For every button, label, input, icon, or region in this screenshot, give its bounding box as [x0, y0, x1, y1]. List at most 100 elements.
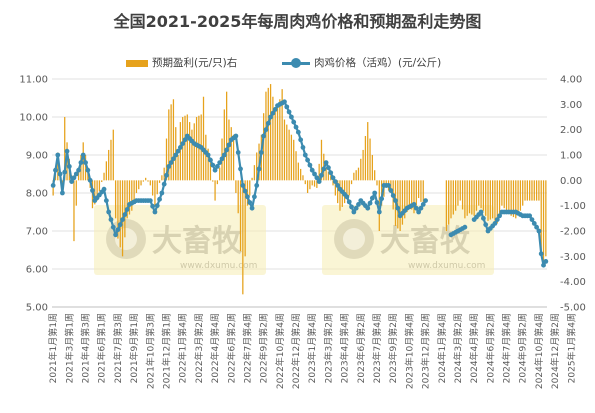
profit-bar — [119, 180, 121, 248]
x-tick-label: 2021年9月第1周 — [128, 313, 140, 383]
profit-bar — [223, 109, 225, 181]
profit-bar — [399, 180, 401, 231]
price-point — [529, 217, 535, 223]
profit-bar — [371, 155, 373, 181]
x-tick-label: 2024年9月第2周 — [517, 313, 529, 383]
profit-bar — [191, 129, 193, 181]
price-point — [413, 205, 419, 211]
profit-bar — [422, 180, 424, 206]
profit-bar — [239, 180, 242, 252]
profit-bar — [207, 148, 209, 181]
profit-bar — [147, 180, 149, 182]
profit-bar — [464, 180, 466, 219]
price-point — [180, 141, 186, 147]
price-point — [478, 209, 484, 215]
profit-bar — [522, 180, 524, 206]
profit-bar — [535, 180, 538, 201]
profit-bar — [188, 122, 191, 181]
price-point — [247, 200, 253, 205]
price-point — [480, 215, 486, 221]
x-tick-label: 2024年12月第2周 — [549, 313, 561, 389]
price-point — [492, 221, 498, 226]
profit-bar — [526, 180, 528, 201]
profit-bar — [128, 180, 131, 215]
profit-bar — [478, 180, 480, 206]
price-point — [335, 183, 341, 188]
profit-bar — [290, 134, 293, 181]
profit-bar — [417, 180, 420, 199]
price-point — [101, 186, 107, 192]
y-left-tick-label: 11.00 — [19, 75, 48, 86]
profit-bar — [545, 180, 547, 257]
price-point — [416, 209, 422, 215]
profit-bar — [295, 151, 297, 181]
price-point — [372, 190, 378, 196]
price-point — [124, 207, 130, 212]
profit-bar — [325, 167, 327, 181]
price-point — [393, 198, 398, 204]
profit-bar — [515, 180, 517, 219]
price-point — [245, 194, 250, 200]
price-point — [319, 172, 324, 178]
profit-bar — [332, 180, 334, 186]
price-point — [85, 167, 91, 173]
price-point — [293, 124, 299, 130]
profit-bar — [52, 180, 54, 196]
profit-bar — [529, 180, 531, 201]
profit-bar — [235, 180, 237, 193]
profit-bar — [498, 180, 501, 215]
price-point — [53, 167, 58, 173]
profit-bar — [508, 180, 510, 214]
price-point — [365, 205, 371, 211]
profit-bar — [369, 138, 371, 181]
price-point — [60, 190, 65, 196]
profit-bar — [304, 180, 306, 185]
price-point — [76, 167, 82, 173]
price-point — [423, 198, 428, 204]
profit-bar — [492, 180, 494, 219]
legend-label-price: 肉鸡价格（活鸡）(元/公斤) — [314, 57, 442, 69]
price-point — [390, 193, 396, 198]
profit-bar — [82, 142, 84, 181]
profit-bar — [126, 180, 128, 219]
profit-bar — [253, 165, 256, 181]
price-point — [386, 183, 391, 188]
profit-bar — [161, 175, 163, 181]
y-right-tick-label: 1.00 — [560, 151, 582, 162]
legend-line-swatch — [282, 58, 310, 68]
profit-bar — [487, 180, 489, 221]
legend-label-profit: 预期盈利(元/只)右 — [152, 57, 238, 69]
profit-bar — [186, 114, 188, 181]
x-tick-label: 2023年9月第2周 — [387, 313, 399, 383]
x-tick-label: 2023年7月第4周 — [371, 313, 383, 383]
price-point — [272, 107, 278, 112]
price-point — [261, 133, 267, 139]
y-left-tick-label: 8.00 — [26, 189, 48, 200]
price-point — [64, 148, 70, 154]
axes: 5.00 6.00 7.00 8.00 9.00 10.00 11.00 -5.00 -4.00… — [19, 75, 586, 390]
price-point — [249, 205, 255, 211]
profit-bar — [158, 180, 161, 183]
profit-bar — [133, 180, 135, 202]
price-point — [173, 152, 179, 158]
price-point — [235, 150, 241, 155]
price-point — [351, 209, 357, 215]
y-left-tick-label: 7.00 — [26, 227, 48, 238]
profit-bar — [408, 180, 411, 206]
y-right-tick-label: 0.00 — [560, 176, 582, 187]
watermark-url-left: www.dxumu.com — [180, 261, 257, 271]
price-point — [182, 137, 188, 143]
price-point — [69, 179, 75, 185]
profit-bar — [510, 180, 512, 216]
price-point — [205, 152, 211, 158]
price-point — [113, 232, 119, 238]
profit-bar — [281, 89, 283, 181]
price-point — [251, 194, 257, 200]
profit-bar — [485, 180, 487, 216]
profit-bar — [475, 180, 478, 211]
profit-bar — [140, 180, 142, 186]
profit-bar — [249, 180, 251, 196]
y-right-tick-label: -3.00 — [560, 252, 586, 263]
profit-bar — [448, 180, 450, 225]
profit-bar — [276, 104, 279, 181]
